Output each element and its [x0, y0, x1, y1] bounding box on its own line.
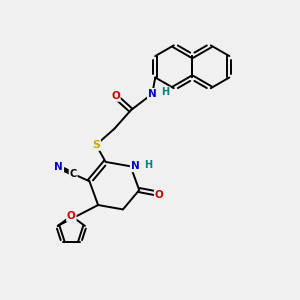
Text: S: S — [92, 140, 100, 150]
Text: H: H — [144, 160, 152, 170]
Text: N: N — [148, 89, 157, 99]
Text: C: C — [70, 169, 77, 179]
Text: O: O — [111, 91, 120, 101]
Text: O: O — [155, 190, 164, 200]
Text: O: O — [67, 211, 76, 221]
Text: N: N — [131, 161, 140, 171]
Text: N: N — [55, 162, 63, 172]
Text: H: H — [162, 87, 170, 97]
